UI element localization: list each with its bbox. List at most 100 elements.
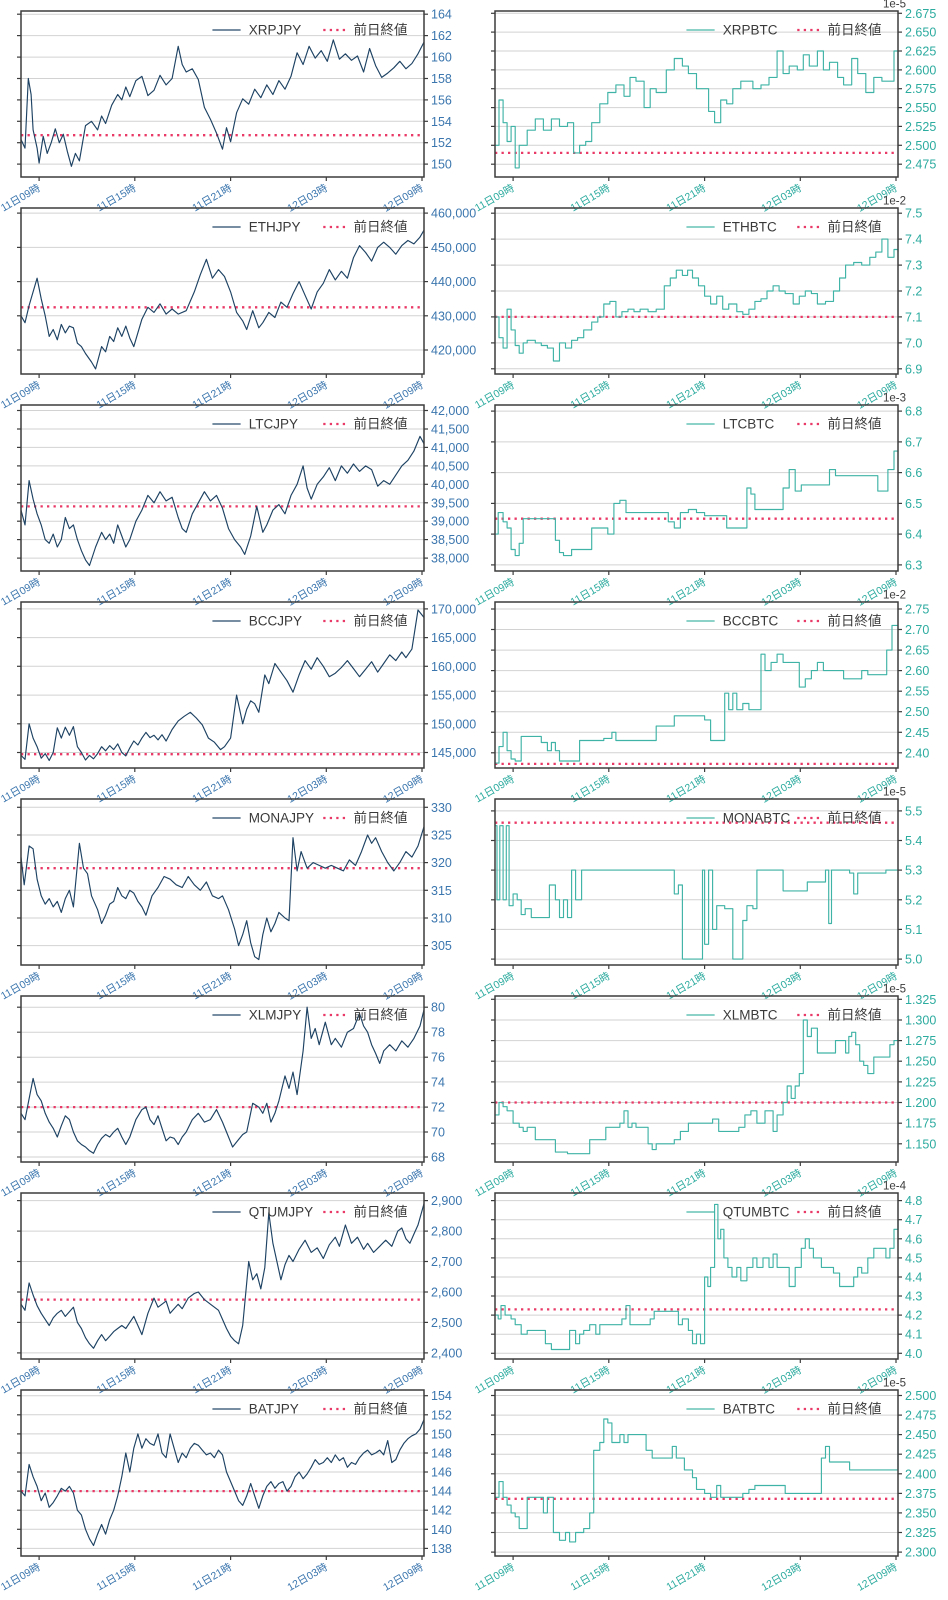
- y-tick-label: 170,000: [431, 602, 476, 616]
- y-axis-ticks: 145,000 150,000 155,000 160,000 165,000 170,0…: [17, 602, 476, 760]
- y-tick-label: 2.325: [905, 1526, 936, 1540]
- series-line: [20, 39, 425, 167]
- chart-ETHJPY: 420,000 430,000 440,000 450,000 460,000 11日09…: [0, 197, 476, 412]
- y-tick-label: 420,000: [431, 344, 476, 358]
- y-tick-label: 330: [431, 801, 452, 815]
- y-tick-label: 2.475: [905, 1409, 936, 1423]
- series-line: [495, 1418, 899, 1543]
- y-tick-label: 2,600: [431, 1286, 462, 1300]
- y-tick-label: 1.225: [905, 1075, 936, 1089]
- axis-scale-offset-label: 1e-5: [883, 0, 906, 11]
- y-tick-label: 140: [431, 1523, 452, 1537]
- y-tick-label: 7.5: [905, 207, 922, 221]
- y-tick-label: 155,000: [431, 689, 476, 703]
- y-tick-label: 2.350: [905, 1506, 936, 1520]
- y-tick-label: 6.3: [905, 558, 922, 572]
- y-tick-label: 2.65: [905, 644, 929, 658]
- legend-series-label: BATBTC: [723, 1402, 776, 1417]
- y-tick-label: 158: [431, 72, 452, 86]
- legend-prev-close-label: 前日終値: [827, 810, 881, 826]
- y-tick-label: 430,000: [431, 309, 476, 323]
- y-tick-label: 1.325: [905, 993, 936, 1007]
- y-tick-label: 160: [431, 51, 452, 65]
- y-tick-label: 76: [431, 1051, 445, 1065]
- plot-border: [20, 404, 425, 572]
- legend: MONABTC 前日終値: [686, 810, 881, 826]
- plot-border: [20, 207, 425, 375]
- y-tick-label: 41,000: [431, 441, 469, 455]
- axis-scale-offset-label: 1e-2: [883, 590, 906, 602]
- chart-ETHBTC: 6.9 7.0 7.1 7.2 7.3 7.4 7.5 11日09時 11日15時 11日21時 1…: [473, 196, 948, 412]
- legend: ETHBTC 前日終値: [686, 219, 881, 235]
- legend: QTUMBTC 前日終値: [686, 1204, 881, 1220]
- series-line: [20, 1006, 425, 1154]
- legend-series-label: MONAJPY: [249, 811, 314, 826]
- y-tick-label: 5.3: [905, 864, 922, 878]
- x-axis-ticks: 11日09時 11日15時 11日21時 12日03時 12日09時: [473, 1556, 900, 1594]
- plot-border: [494, 10, 899, 178]
- y-tick-label: 6.9: [905, 362, 922, 376]
- y-tick-label: 2.60: [905, 664, 929, 678]
- y-axis-ticks: 38,000 38,500 39,000 39,500 40,000 40,500 41,0…: [17, 404, 469, 566]
- legend-prev-close-label: 前日終値: [827, 416, 881, 432]
- y-tick-label: 38,500: [431, 533, 469, 547]
- chart-XRPBTC: 2.475 2.500 2.525 2.550 2.575 2.600 2.625 2.650…: [473, 0, 948, 215]
- axis-scale-offset-label: 1e-5: [883, 1378, 906, 1390]
- chart-BATBTC: 2.300 2.325 2.350 2.375 2.400 2.425 2.450 2.475…: [473, 1378, 948, 1600]
- y-tick-label: 4.1: [905, 1328, 922, 1342]
- series-line: [495, 1203, 899, 1351]
- legend-prev-close-label: 前日終値: [827, 219, 881, 235]
- chart-canvas-ETHJPY: 420,000430,000440,000450,000460,00011日09…: [0, 207, 476, 412]
- legend: BATJPY 前日終値: [212, 1401, 407, 1417]
- legend: XLMJPY 前日終値: [212, 1007, 407, 1023]
- y-tick-label: 2.525: [905, 120, 936, 134]
- y-tick-label: 2.45: [905, 726, 929, 740]
- chart-BCCJPY: 145,000 150,000 155,000 160,000 165,000 170,0…: [0, 591, 476, 806]
- y-tick-label: 68: [431, 1151, 445, 1165]
- y-tick-label: 145,000: [431, 746, 476, 760]
- legend: XRPBTC 前日終値: [686, 22, 881, 38]
- x-tick-label: 12日09時: [381, 1561, 426, 1594]
- y-tick-label: 450,000: [431, 241, 476, 255]
- legend: XRPJPY 前日終値: [212, 22, 407, 38]
- y-tick-label: 1.150: [905, 1137, 936, 1151]
- chart-XLMJPY: 68 70 72 74 76 78 80 11日09時 11日15時 11日21時 12日03時 12…: [0, 985, 474, 1200]
- chart-LTCJPY: 38,000 38,500 39,000 39,500 40,000 40,500 41,0…: [0, 394, 474, 609]
- series-line: [20, 435, 425, 567]
- y-tick-label: 7.3: [905, 259, 922, 273]
- legend-prev-close-label: 前日終値: [353, 1007, 407, 1023]
- legend-series-label: XRPBTC: [723, 23, 778, 38]
- y-tick-label: 148: [431, 1447, 452, 1461]
- y-tick-label: 305: [431, 939, 452, 953]
- y-tick-label: 70: [431, 1126, 445, 1140]
- legend-series-label: XRPJPY: [249, 23, 302, 38]
- y-tick-label: 7.1: [905, 310, 922, 324]
- y-tick-label: 6.5: [905, 497, 922, 511]
- y-tick-label: 142: [431, 1504, 452, 1518]
- y-tick-label: 2.50: [905, 705, 929, 719]
- y-tick-label: 4.3: [905, 1290, 922, 1304]
- axis-scale-offset-label: 1e-5: [883, 787, 906, 799]
- y-tick-label: 320: [431, 856, 452, 870]
- chart-BCCBTC: 2.40 2.45 2.50 2.55 2.60 2.65 2.70 2.75 11日09時 11…: [473, 590, 948, 806]
- y-tick-label: 152: [431, 136, 452, 150]
- y-tick-label: 5.0: [905, 953, 922, 967]
- y-tick-label: 7.4: [905, 233, 922, 247]
- y-tick-label: 2.650: [905, 26, 936, 40]
- y-tick-label: 1.250: [905, 1055, 936, 1069]
- x-tick-label: 11日09時: [473, 1561, 517, 1593]
- axis-scale-offset-label: 1e-2: [883, 196, 906, 208]
- legend-series-label: BCCJPY: [249, 614, 302, 629]
- plot-border: [20, 601, 425, 769]
- y-tick-label: 2.500: [905, 139, 936, 153]
- y-tick-label: 6.6: [905, 466, 922, 480]
- legend-series-label: XLMJPY: [249, 1008, 302, 1023]
- y-tick-label: 2,800: [431, 1225, 462, 1239]
- series-line: [20, 826, 425, 961]
- plot-border: [20, 798, 425, 966]
- y-tick-label: 165,000: [431, 631, 476, 645]
- y-tick-label: 144: [431, 1485, 452, 1499]
- legend-prev-close-label: 前日終値: [353, 416, 407, 432]
